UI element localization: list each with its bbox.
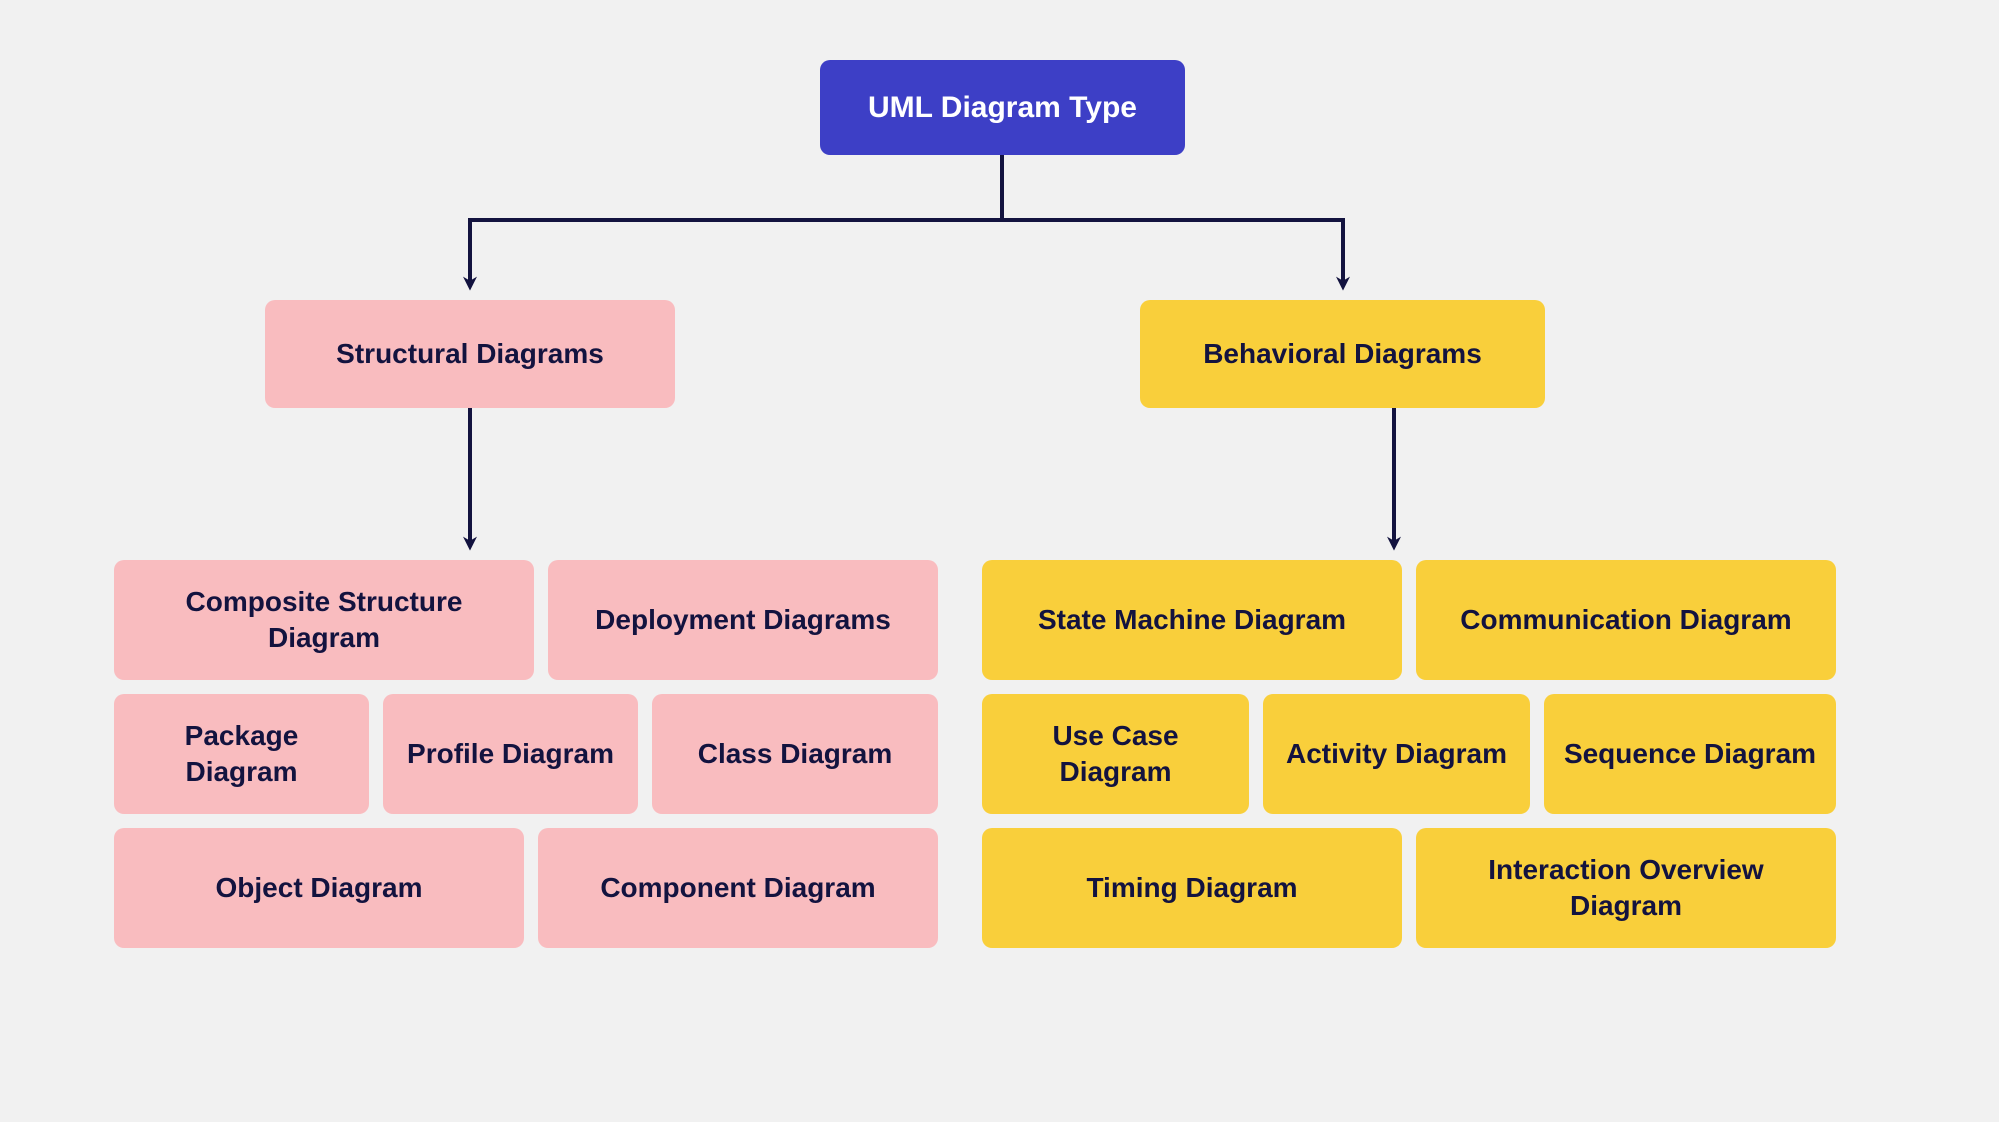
node-b2: Communication Diagram [1416, 560, 1836, 680]
node-b4: Activity Diagram [1263, 694, 1530, 814]
node-b3: Use Case Diagram [982, 694, 1249, 814]
node-root: UML Diagram Type [820, 60, 1185, 155]
edge-root-to-behavioral [1002, 155, 1343, 285]
node-s5: Class Diagram [652, 694, 938, 814]
node-b1: State Machine Diagram [982, 560, 1402, 680]
node-s6: Object Diagram [114, 828, 524, 948]
node-s4: Profile Diagram [383, 694, 638, 814]
node-s7: Component Diagram [538, 828, 938, 948]
node-b7: Interaction Overview Diagram [1416, 828, 1836, 948]
node-s2: Deployment Diagrams [548, 560, 938, 680]
node-s1: Composite Structure Diagram [114, 560, 534, 680]
node-behavioral: Behavioral Diagrams [1140, 300, 1545, 408]
node-structural: Structural Diagrams [265, 300, 675, 408]
edge-root-to-structural [470, 155, 1002, 285]
node-s3: Package Diagram [114, 694, 369, 814]
node-b5: Sequence Diagram [1544, 694, 1836, 814]
node-b6: Timing Diagram [982, 828, 1402, 948]
